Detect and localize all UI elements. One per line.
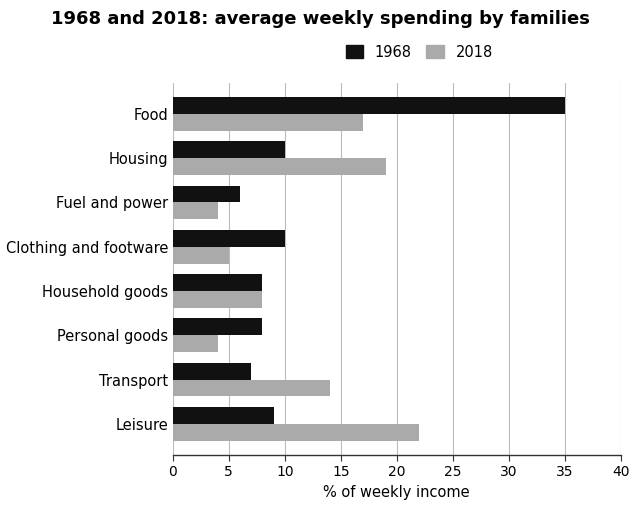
- Bar: [173, 336, 218, 352]
- Bar: [173, 363, 251, 379]
- Bar: [173, 407, 274, 424]
- Bar: [173, 274, 262, 291]
- Bar: [173, 424, 419, 441]
- Bar: [173, 379, 330, 397]
- X-axis label: % of weekly income: % of weekly income: [323, 485, 470, 500]
- Bar: [173, 114, 364, 131]
- Bar: [173, 247, 229, 264]
- Text: 1968 and 2018: average weekly spending by families: 1968 and 2018: average weekly spending b…: [51, 10, 589, 28]
- Bar: [173, 97, 564, 114]
- Legend: 1968, 2018: 1968, 2018: [342, 42, 496, 63]
- Bar: [173, 186, 240, 202]
- Bar: [173, 158, 385, 175]
- Bar: [173, 202, 218, 219]
- Bar: [173, 230, 285, 247]
- Bar: [173, 291, 262, 308]
- Bar: [173, 141, 285, 158]
- Bar: [173, 318, 262, 336]
